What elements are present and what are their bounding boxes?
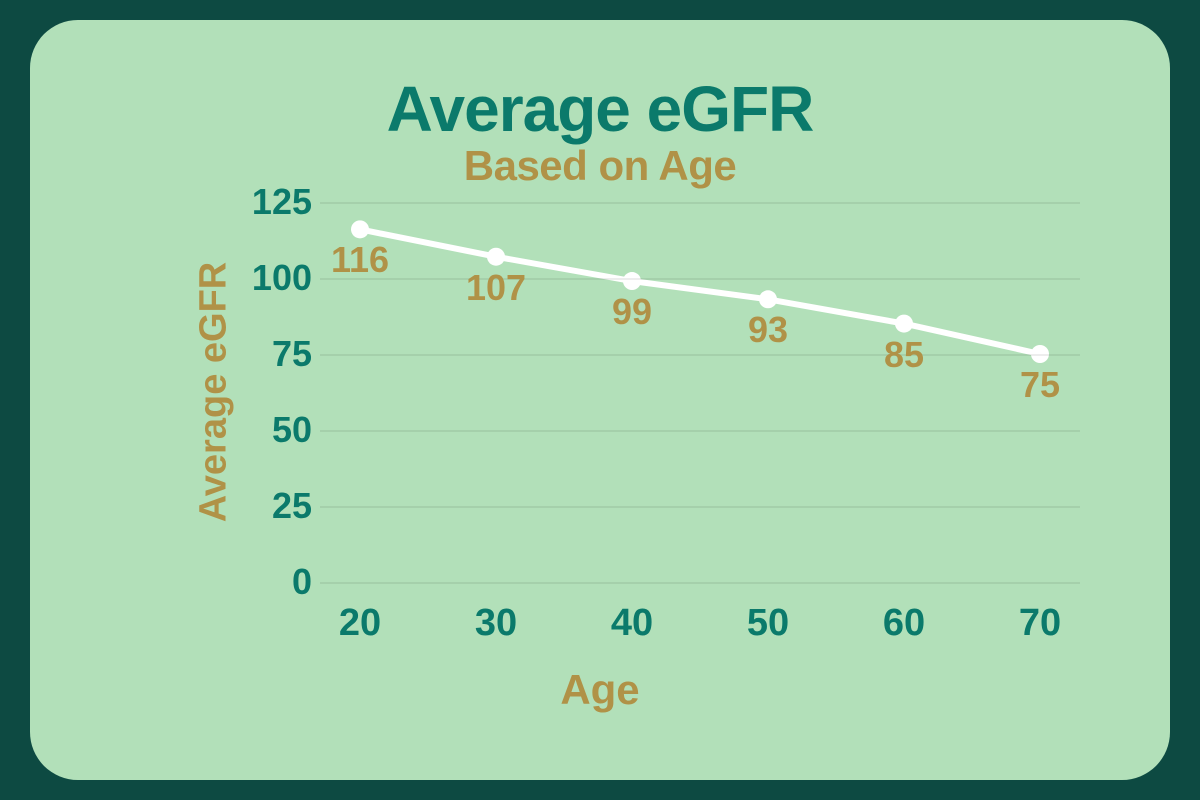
chart-subtitle: Based on Age [90, 142, 1110, 190]
data-marker [895, 315, 913, 333]
data-marker [623, 272, 641, 290]
line-series-svg [320, 202, 1080, 582]
gridline [320, 202, 1080, 204]
chart-title: Average eGFR [90, 72, 1110, 146]
data-label: 75 [1020, 364, 1060, 406]
x-tick-label: 40 [611, 602, 653, 645]
gridline [320, 278, 1080, 280]
x-axis: 20 30 40 50 60 70 [320, 602, 1080, 662]
gridline [320, 582, 1080, 584]
chart-body: Average eGFR 0255075100125 1161079993857… [90, 202, 1110, 582]
y-tick-label: 50 [272, 409, 312, 451]
data-marker [487, 248, 505, 266]
gridline [320, 354, 1080, 356]
x-tick-label: 50 [747, 602, 789, 645]
y-tick-label: 125 [252, 181, 312, 223]
chart-card: Average eGFR Based on Age Average eGFR 0… [30, 20, 1170, 780]
x-axis-label: Age [90, 666, 1110, 714]
data-marker [759, 290, 777, 308]
y-tick-label: 75 [272, 333, 312, 375]
data-label: 85 [884, 334, 924, 376]
x-tick-label: 60 [883, 602, 925, 645]
y-axis: 0255075100125 [200, 202, 320, 582]
data-marker [351, 220, 369, 238]
data-label: 93 [748, 309, 788, 351]
line-path [360, 229, 1040, 354]
y-tick-label: 0 [292, 561, 312, 603]
x-tick-label: 30 [475, 602, 517, 645]
data-label: 99 [612, 291, 652, 333]
y-tick-label: 25 [272, 485, 312, 527]
data-label: 116 [331, 239, 389, 281]
y-tick-label: 100 [252, 257, 312, 299]
data-label: 107 [466, 267, 526, 309]
plot-area: 116 107 99 93 85 75 [320, 202, 1080, 582]
gridline [320, 430, 1080, 432]
x-tick-label: 70 [1019, 602, 1061, 645]
x-tick-label: 20 [339, 602, 381, 645]
gridline [320, 506, 1080, 508]
